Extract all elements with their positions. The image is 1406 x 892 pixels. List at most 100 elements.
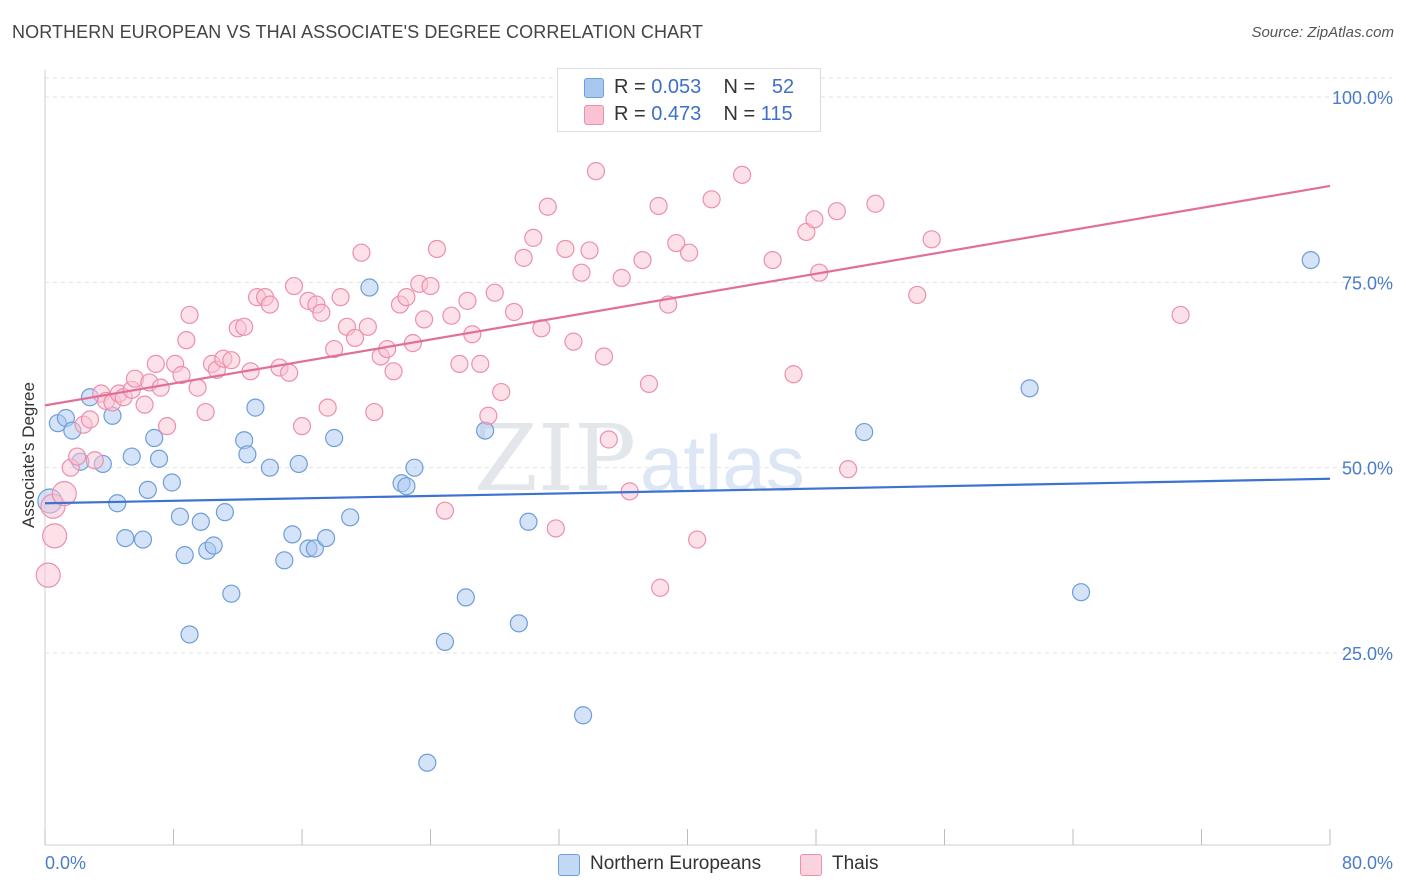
point-northern-european — [509, 614, 528, 633]
trend-line-northern-europeans — [44, 477, 1331, 505]
point-thai — [260, 295, 279, 314]
point-thai — [805, 210, 824, 229]
y-axis-label: Associate's Degree — [19, 382, 38, 528]
point-northern-european — [275, 551, 294, 570]
point-thai — [594, 347, 614, 366]
legend-label-thais: Thais — [832, 853, 879, 874]
n-label: N = — [723, 103, 756, 125]
point-thai — [839, 460, 858, 479]
point-thai — [733, 165, 752, 184]
point-northern-european — [456, 588, 475, 607]
axes — [44, 70, 1331, 846]
point-thai — [421, 276, 440, 296]
point-northern-european — [397, 477, 416, 496]
point-thai — [235, 317, 254, 336]
point-thai — [80, 410, 100, 429]
n-value-thais: 115 — [760, 103, 793, 125]
point-thai — [222, 351, 241, 370]
point-thai — [292, 417, 312, 436]
point-thai — [284, 276, 304, 296]
point-northern-european — [855, 422, 874, 442]
point-northern-european — [435, 632, 455, 651]
point-thai — [177, 331, 196, 350]
point-northern-european — [116, 528, 135, 548]
r-value-thais: 0.473 — [651, 103, 702, 125]
point-northern-european — [122, 447, 141, 466]
legend-label-northern-europeans: Northern Europeans — [590, 853, 762, 874]
point-thai — [612, 268, 631, 287]
watermark-atlas: atlas — [640, 419, 805, 507]
point-thai — [633, 250, 652, 270]
point-northern-european — [191, 512, 210, 531]
point-northern-european — [325, 428, 344, 448]
trend-lines — [44, 184, 1331, 505]
y-tick-label: 50.0% — [1342, 459, 1393, 479]
legend-swatch-blue — [558, 854, 580, 876]
point-thai — [908, 285, 927, 305]
point-northern-european — [289, 454, 308, 474]
data-points — [35, 162, 1320, 772]
point-thai — [280, 363, 299, 382]
point-thai — [866, 194, 885, 213]
point-thai — [188, 378, 207, 397]
series-legend: Northern Europeans Thais — [0, 852, 1406, 876]
point-northern-european — [246, 398, 265, 417]
point-thai — [564, 332, 583, 351]
point-northern-european — [215, 503, 234, 522]
point-thai — [51, 481, 77, 507]
legend-swatch-pink — [800, 854, 822, 876]
trend-line-thais — [44, 184, 1331, 407]
watermark-zip: ZIP — [474, 405, 636, 512]
point-thai — [331, 288, 350, 307]
watermark: ZIP atlas — [474, 405, 805, 512]
point-thai — [538, 197, 557, 216]
point-thai — [784, 365, 803, 384]
point-northern-european — [260, 458, 279, 477]
source-note: Source: ZipAtlas.com — [1251, 24, 1394, 41]
point-thai — [492, 382, 511, 402]
point-northern-european — [418, 753, 437, 772]
point-thai — [196, 402, 215, 422]
point-thai — [146, 354, 165, 373]
point-thai — [572, 263, 591, 282]
point-thai — [546, 519, 565, 538]
point-thai — [384, 362, 403, 381]
point-northern-european — [238, 445, 257, 464]
point-thai — [345, 328, 365, 348]
point-thai — [312, 303, 331, 322]
point-thai — [485, 283, 504, 302]
point-thai — [414, 310, 434, 329]
point-thai — [556, 239, 575, 259]
r-value-northern: 0.053 — [651, 76, 702, 98]
point-northern-european — [476, 421, 495, 440]
point-thai — [172, 365, 191, 385]
point-thai — [763, 250, 782, 270]
point-thai — [580, 241, 599, 260]
point-thai — [42, 523, 68, 549]
point-thai — [922, 230, 941, 249]
point-northern-european — [341, 508, 360, 527]
point-northern-european — [204, 536, 223, 555]
point-thai — [504, 302, 524, 322]
legend-swatch-pink — [584, 105, 604, 125]
point-thai — [1171, 305, 1190, 325]
point-thai — [599, 430, 618, 449]
y-tick-label: 75.0% — [1342, 273, 1393, 293]
point-northern-european — [1071, 583, 1091, 602]
point-northern-european — [108, 494, 127, 513]
point-thai — [649, 196, 668, 216]
point-thai — [688, 530, 707, 549]
point-northern-european — [138, 480, 157, 500]
point-thai — [358, 317, 377, 336]
point-thai — [180, 305, 199, 325]
point-northern-european — [222, 584, 241, 603]
point-thai — [68, 447, 87, 466]
point-thai — [471, 354, 490, 373]
y-tick-label: 25.0% — [1342, 644, 1393, 664]
point-northern-european — [360, 278, 379, 297]
point-thai — [667, 233, 686, 253]
point-northern-european — [283, 525, 302, 544]
legend-swatch-blue — [584, 78, 604, 98]
point-northern-european — [149, 449, 169, 468]
